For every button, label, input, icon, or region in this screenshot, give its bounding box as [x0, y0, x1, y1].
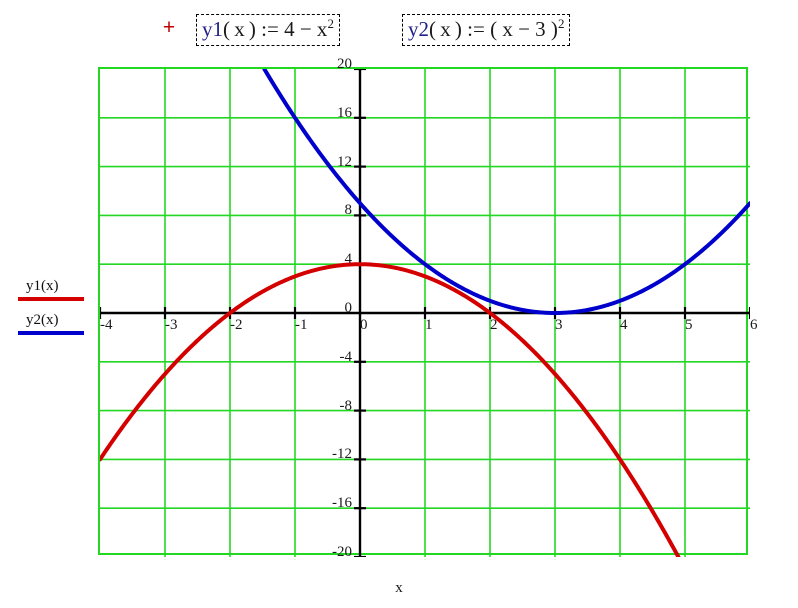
formula-y2-arg-close: ) — [450, 17, 462, 41]
plot-svg — [100, 69, 750, 557]
formula-y2-definition[interactable]: y2( x ) := ( x − 3 )2 — [402, 14, 571, 46]
x-axis-title: x — [395, 580, 403, 596]
formula-y1-arg: x — [234, 17, 245, 41]
y-tick-label: ‑16 — [332, 495, 352, 512]
y-tick-label: ‑8 — [339, 397, 353, 414]
curve-y2 — [262, 69, 750, 315]
x-tick-label: 4 — [620, 317, 628, 333]
x-tick-label: ‑2 — [230, 317, 243, 333]
plot-area[interactable] — [98, 67, 750, 557]
formula-y2-name: y2 — [408, 17, 429, 41]
formula-y1-assign: := — [261, 17, 279, 41]
legend-label-y2: y2(x) — [26, 312, 59, 328]
formula-y2-arg-open: ( — [429, 17, 441, 41]
y-tick-label: 4 — [344, 251, 353, 268]
curve-y1 — [100, 262, 681, 557]
formula-y1-name: y1 — [202, 17, 223, 41]
formula-y2-arg: x — [440, 17, 451, 41]
x-tick-label: ‑1 — [295, 317, 308, 333]
x-tick-label: 0 — [360, 317, 368, 333]
plot-legend: y1(x) y2(x) — [18, 278, 94, 346]
y-tick-label: 0 — [344, 300, 353, 316]
x-tick-label: 6 — [750, 317, 758, 333]
formula-y1-definition[interactable]: y1( x ) := 4 − x2 — [196, 14, 340, 46]
x-tick-label: ‑4 — [100, 317, 113, 333]
x-tick-label: 2 — [490, 317, 498, 333]
y-tick-label: ‑20 — [332, 544, 352, 560]
formula-y1-exponent: 2 — [327, 16, 334, 31]
y-tick-label: 16 — [337, 104, 352, 121]
legend-entry-y1: y1(x) — [18, 278, 94, 301]
formula-y1-arg-open: ( — [223, 17, 235, 41]
y-tick-label: 12 — [337, 153, 352, 170]
legend-entry-y2: y2(x) — [18, 312, 94, 335]
legend-label-y1: y1(x) — [26, 278, 59, 294]
plot-canvas — [100, 69, 750, 557]
formula-y2-exponent: 2 — [557, 16, 565, 31]
x-tick-label: 5 — [685, 317, 693, 333]
y-tick-label: ‑12 — [332, 446, 352, 463]
formula-y1-body: 4 − x — [284, 17, 328, 41]
y-tick-label: 20 — [337, 56, 352, 72]
x-tick-label: 1 — [425, 317, 433, 333]
legend-swatch-y2 — [18, 331, 84, 335]
formula-y2-body: ( x − 3 ) — [490, 17, 558, 41]
y-tick-label: ‑4 — [339, 348, 353, 365]
cursor-crosshair-icon: + — [162, 16, 176, 39]
formula-y2-assign: := — [467, 17, 485, 41]
y-tick-label: 8 — [344, 202, 353, 219]
x-tick-label: ‑3 — [165, 317, 178, 333]
x-tick-label: 3 — [555, 317, 563, 333]
formula-y1-arg-close: ) — [244, 17, 256, 41]
legend-swatch-y1 — [18, 297, 84, 301]
